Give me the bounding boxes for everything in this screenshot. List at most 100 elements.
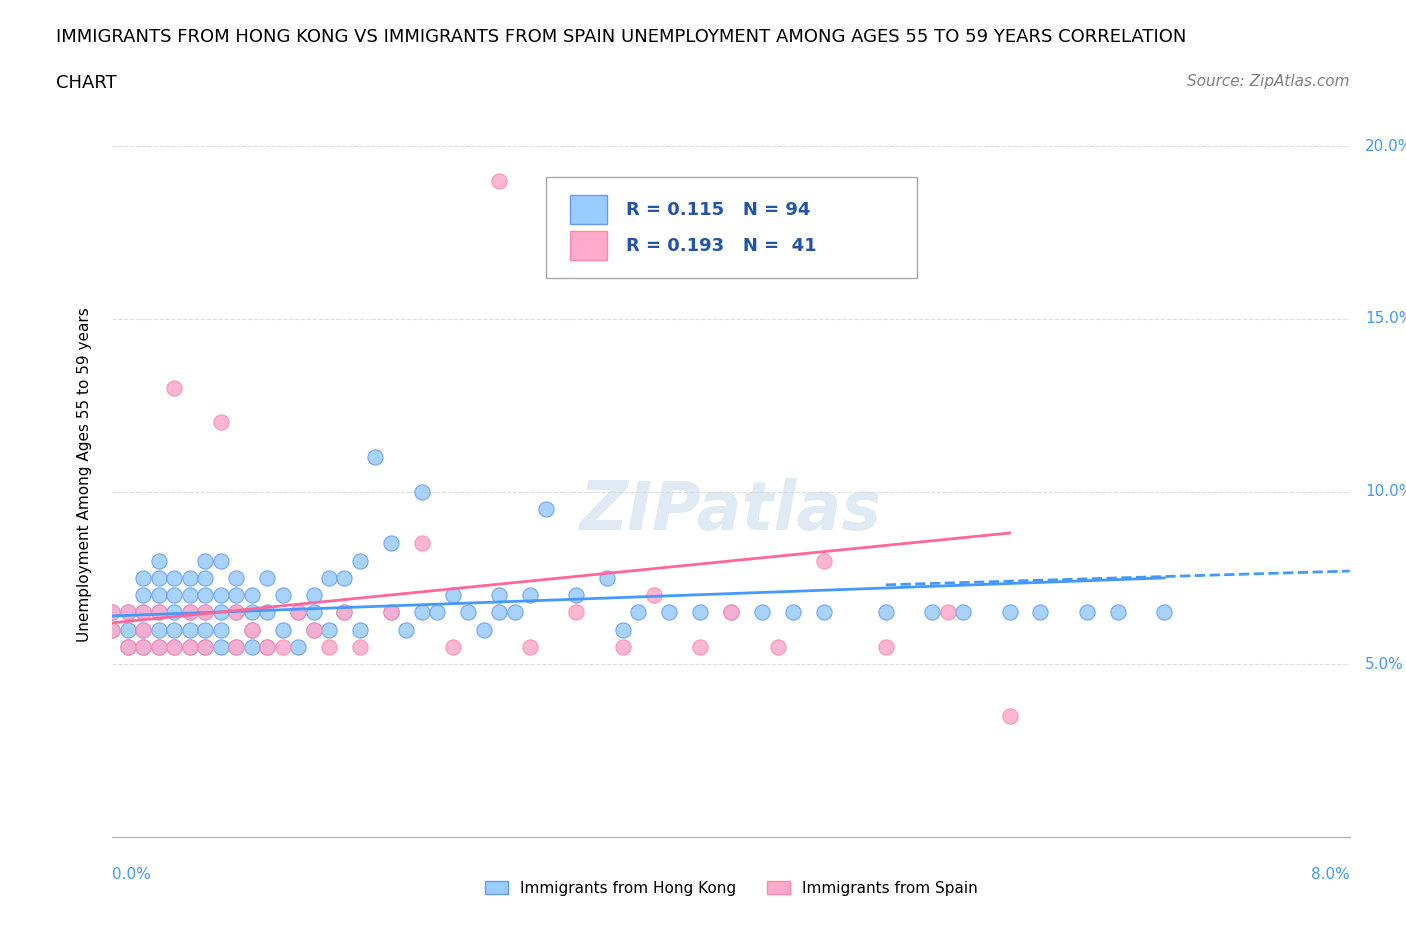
Point [163,380,186,395]
Point [240,605,263,620]
Point [101,622,124,637]
Point [225,605,247,620]
Point [179,605,201,620]
Point [426,605,449,620]
Point [163,588,186,603]
Point [952,605,974,620]
Y-axis label: Unemployment Among Ages 55 to 59 years: Unemployment Among Ages 55 to 59 years [77,307,91,642]
Point [395,622,418,637]
Point [766,640,789,655]
Text: 20.0%: 20.0% [1365,139,1406,153]
Point [240,622,263,637]
Point [132,640,155,655]
Point [194,605,217,620]
Point [179,622,201,637]
Point [225,640,247,655]
Point [148,605,170,620]
Point [565,588,588,603]
Point [132,605,155,620]
Point [240,622,263,637]
Text: 15.0%: 15.0% [1365,312,1406,326]
Point [565,605,588,620]
Point [318,640,340,655]
Point [271,640,294,655]
Point [782,605,804,620]
Point [179,640,201,655]
Point [643,588,665,603]
Point [380,536,402,551]
Point [163,640,186,655]
Point [194,622,217,637]
Point [132,622,155,637]
Point [225,605,247,620]
Point [333,570,356,585]
Point [813,605,835,620]
Point [333,605,356,620]
Point [380,605,402,620]
Point [411,605,433,620]
Point [302,622,325,637]
Point [148,640,170,655]
Text: 8.0%: 8.0% [1310,867,1350,882]
Point [179,588,201,603]
Point [194,553,217,568]
Point [751,605,773,620]
Point [117,605,139,620]
Point [472,622,495,637]
Point [287,605,309,620]
Point [117,605,139,620]
Point [720,605,742,620]
Point [302,605,325,620]
Point [921,605,943,620]
Point [194,640,217,655]
Point [411,536,433,551]
Point [287,640,309,655]
Point [441,640,464,655]
Point [117,640,139,655]
Point [658,605,681,620]
Point [225,640,247,655]
Point [179,605,201,620]
Point [148,570,170,585]
Point [117,622,139,637]
Point [209,553,232,568]
Point [998,709,1021,724]
Point [380,605,402,620]
Point [318,570,340,585]
Point [875,605,897,620]
Point [534,501,557,516]
Point [503,605,526,620]
Point [1107,605,1129,620]
Point [132,588,155,603]
Point [148,553,170,568]
FancyBboxPatch shape [571,232,607,260]
Point [349,553,371,568]
Point [132,640,155,655]
Point [194,588,217,603]
Point [225,588,247,603]
Text: IMMIGRANTS FROM HONG KONG VS IMMIGRANTS FROM SPAIN UNEMPLOYMENT AMONG AGES 55 TO: IMMIGRANTS FROM HONG KONG VS IMMIGRANTS … [56,28,1187,46]
Point [194,605,217,620]
Point [627,605,650,620]
Point [488,605,510,620]
Point [333,605,356,620]
Point [148,640,170,655]
Point [209,640,232,655]
Point [519,588,541,603]
Point [256,640,278,655]
Point [240,640,263,655]
Point [256,605,278,620]
Point [209,588,232,603]
Point [519,640,541,655]
FancyBboxPatch shape [546,177,917,278]
Point [1029,605,1052,620]
Point [132,622,155,637]
Point [875,640,897,655]
Point [163,640,186,655]
Point [148,605,170,620]
Point [148,588,170,603]
Point [596,570,619,585]
Point [194,640,217,655]
Point [441,588,464,603]
Legend: Immigrants from Hong Kong, Immigrants from Spain: Immigrants from Hong Kong, Immigrants fr… [478,874,984,902]
